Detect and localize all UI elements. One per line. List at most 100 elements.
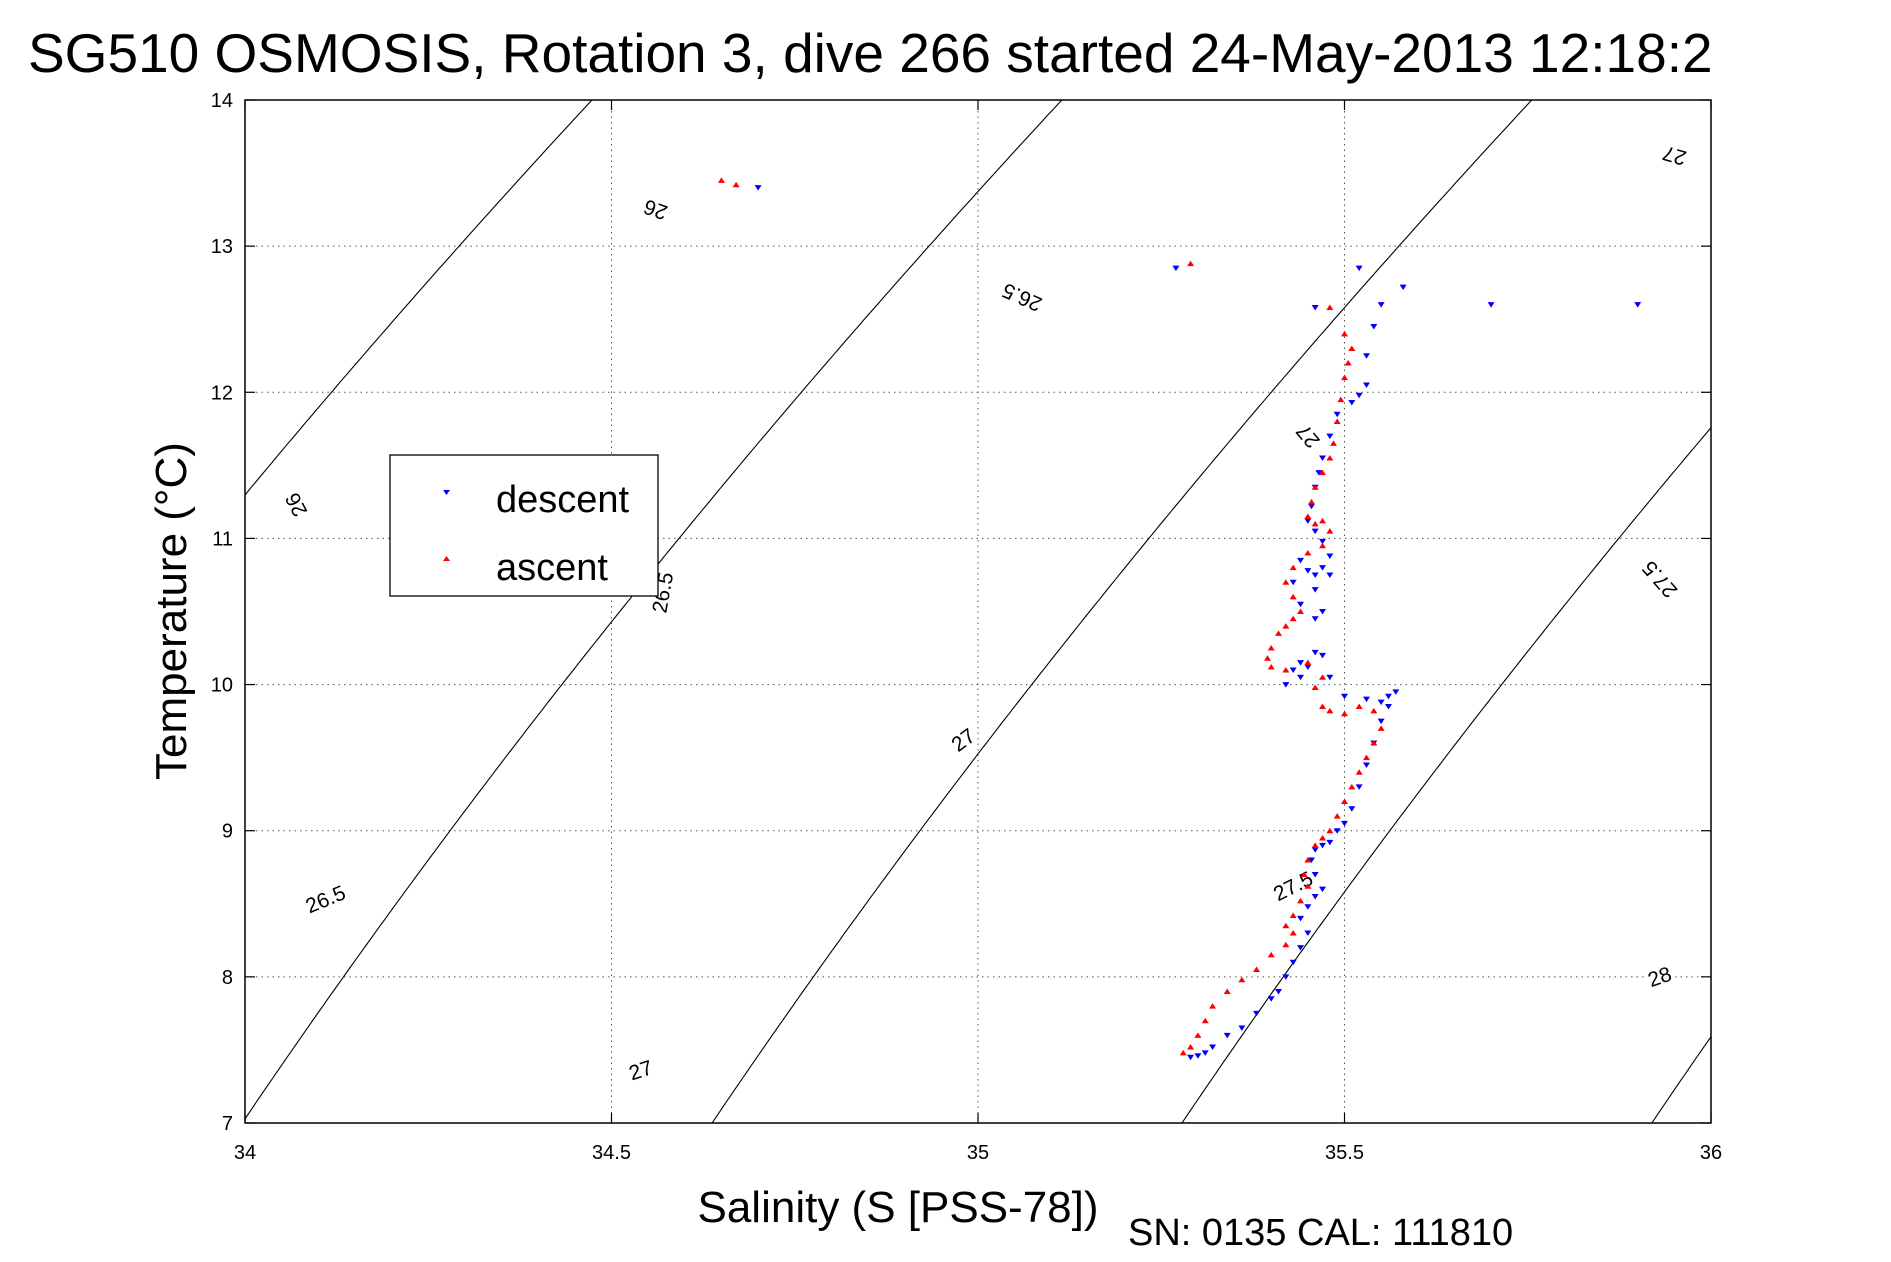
- ascent-point: [1304, 513, 1312, 520]
- descent-point: [1238, 1025, 1246, 1032]
- ascent-point: [1330, 440, 1338, 446]
- ascent-point: [1337, 396, 1345, 403]
- descent-point: [1362, 382, 1370, 388]
- ascent-point: [1223, 988, 1231, 994]
- ascent-point: [1194, 1032, 1202, 1038]
- y-tick-label: 14: [211, 90, 233, 112]
- ascent-point: [1304, 856, 1312, 863]
- ascent-point: [1341, 798, 1348, 804]
- descent-point: [1297, 557, 1305, 564]
- legend-ascent-label: ascent: [496, 547, 608, 589]
- ascent-point: [1319, 835, 1327, 841]
- y-tick-label: 9: [222, 821, 233, 843]
- legend-descent-label: descent: [496, 479, 630, 521]
- descent-point: [1304, 518, 1312, 524]
- descent-point: [1304, 568, 1312, 574]
- legend-ascent-marker: [443, 556, 450, 561]
- x-tick-label: 35: [967, 1142, 989, 1164]
- ascent-point: [1300, 871, 1308, 878]
- ascent-point: [1319, 469, 1327, 476]
- y-tick-label: 7: [222, 1113, 233, 1135]
- descent-point: [1209, 1044, 1217, 1051]
- y-tick-label: 12: [211, 382, 233, 404]
- descent-point: [1487, 302, 1495, 308]
- descent-point: [1319, 538, 1327, 545]
- descent-point: [1348, 806, 1356, 812]
- contour-label: 27: [1292, 419, 1325, 452]
- ascent-point: [1264, 655, 1272, 661]
- descent-point: [1311, 305, 1319, 311]
- descent-point: [1377, 302, 1385, 308]
- descent-point: [1253, 1010, 1261, 1017]
- isopycnal-line: [1181, 426, 1711, 1123]
- data-points: [717, 177, 1642, 1061]
- ascent-point: [1275, 630, 1283, 636]
- chart-title: SG510 OSMOSIS, Rotation 3, dive 266 star…: [28, 22, 1713, 84]
- descent-point: [1355, 265, 1363, 272]
- descent-point: [1308, 503, 1316, 510]
- descent-point: [1304, 904, 1312, 910]
- ascent-point: [1333, 418, 1341, 425]
- descent-point: [1399, 284, 1407, 291]
- descent-point: [1341, 820, 1348, 827]
- ascent-point: [1289, 593, 1297, 600]
- descent-point: [754, 185, 762, 191]
- descent-point: [1319, 609, 1327, 615]
- ascent-point: [1344, 360, 1352, 366]
- descent-point: [1223, 1032, 1231, 1039]
- x-tick-label: 34.5: [592, 1142, 631, 1164]
- contour-label: 27: [1660, 141, 1689, 170]
- ascent-point: [1187, 1044, 1195, 1050]
- ascent-point: [1362, 754, 1370, 761]
- descent-point: [1333, 828, 1341, 834]
- ascent-point: [1333, 813, 1341, 819]
- x-tick-label: 35.5: [1325, 1142, 1364, 1164]
- ascent-point: [1267, 645, 1275, 651]
- descent-point: [1289, 959, 1297, 966]
- legend-descent-marker: [443, 490, 450, 495]
- descent-point: [1289, 667, 1297, 673]
- ascent-point: [1289, 564, 1297, 571]
- ascent-point: [1267, 951, 1275, 958]
- descent-point: [1311, 649, 1319, 656]
- descent-point: [1384, 703, 1392, 710]
- ascent-point: [1238, 976, 1246, 983]
- descent-point: [1315, 470, 1323, 476]
- descent-point: [1326, 572, 1334, 578]
- ascent-point: [1319, 703, 1327, 709]
- ascent-point: [1289, 912, 1297, 918]
- ascent-point: [1304, 883, 1312, 889]
- ascent-point: [1355, 769, 1363, 775]
- ascent-point: [1348, 345, 1356, 351]
- descent-point: [1297, 601, 1305, 608]
- y-axis-label: Temperature (°C): [147, 442, 196, 780]
- descent-point: [1348, 400, 1356, 406]
- isopycnal-line: [1651, 1035, 1711, 1123]
- descent-point: [1297, 915, 1305, 922]
- ascent-point: [1267, 664, 1275, 670]
- descent-point: [1319, 565, 1327, 571]
- contour-label: 27.5: [1638, 556, 1682, 602]
- ascent-point: [1282, 922, 1290, 929]
- ascent-point: [1326, 827, 1334, 834]
- ascent-point: [1326, 707, 1334, 714]
- descent-point: [1377, 699, 1385, 706]
- ascent-point: [1326, 304, 1334, 311]
- descent-point: [1282, 974, 1290, 980]
- descent-point: [1172, 265, 1180, 272]
- y-tick-label: 13: [211, 236, 233, 258]
- descent-point: [1319, 842, 1327, 849]
- y-axis-ticks: 7 8 9 10 11 12 13 14: [211, 90, 1711, 1135]
- descent-point: [1362, 762, 1370, 768]
- descent-point: [1355, 784, 1363, 790]
- descent-point: [1326, 674, 1334, 681]
- descent-point: [1297, 945, 1305, 951]
- density-contours: [245, 100, 1711, 1123]
- ascent-point: [1308, 498, 1316, 505]
- grid-lines: [245, 100, 1711, 1123]
- isopycnal-line: [245, 100, 1063, 1120]
- ascent-point: [1311, 684, 1319, 690]
- descent-point: [1362, 696, 1370, 703]
- descent-point: [1319, 652, 1327, 659]
